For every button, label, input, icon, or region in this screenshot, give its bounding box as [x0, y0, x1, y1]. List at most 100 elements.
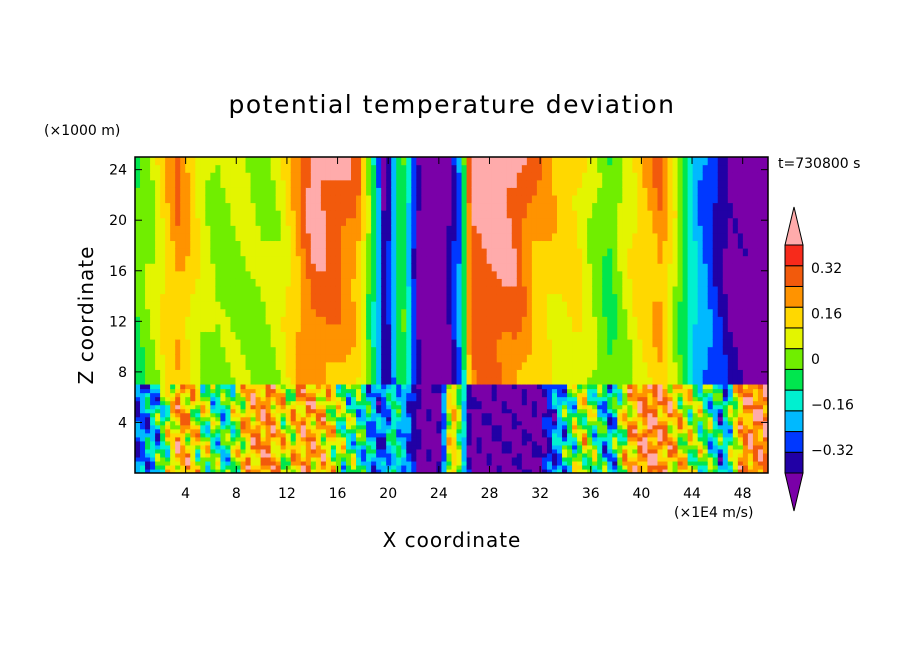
field-cell — [150, 361, 156, 370]
field-cell — [486, 412, 493, 418]
field-cell — [506, 468, 513, 473]
field-cell — [190, 464, 196, 470]
field-cell — [140, 217, 146, 226]
field-cell — [356, 240, 362, 249]
field-cell — [235, 232, 242, 242]
field-cell — [195, 255, 201, 264]
field-cell — [300, 240, 307, 249]
field-cell — [491, 388, 498, 394]
field-cell — [501, 210, 508, 219]
field-cell — [471, 255, 478, 264]
field-cell — [270, 400, 277, 406]
field-cell — [160, 285, 166, 295]
field-cell — [155, 164, 161, 173]
field-cell — [250, 210, 257, 219]
field-cell — [612, 444, 618, 450]
field-cell — [195, 392, 201, 398]
field-cell — [200, 392, 206, 398]
field-cell — [396, 354, 402, 363]
field-cell — [366, 331, 372, 340]
field-cell — [551, 278, 558, 287]
field-cell — [521, 323, 528, 333]
field-cell — [481, 354, 488, 363]
field-cell — [426, 444, 432, 450]
field-cell — [220, 400, 227, 406]
field-cell — [250, 420, 257, 426]
field-cell — [486, 194, 493, 204]
field-cell — [170, 440, 176, 446]
field-cell — [225, 157, 232, 166]
field-cell — [496, 232, 503, 242]
field-cell — [165, 346, 171, 355]
field-cell — [210, 369, 216, 378]
field-cell — [371, 404, 377, 410]
field-cell — [300, 388, 307, 394]
field-cell — [376, 468, 382, 473]
field-cell — [265, 408, 272, 414]
field-cell — [567, 225, 573, 234]
field-cell — [481, 225, 488, 234]
field-cell — [551, 468, 558, 473]
field-cell — [140, 448, 146, 454]
field-cell — [145, 420, 151, 426]
field-cell — [572, 416, 578, 422]
field-cell — [582, 157, 588, 166]
field-cell — [406, 448, 412, 454]
field-cell — [250, 444, 257, 450]
field-cell — [170, 339, 176, 348]
field-cell — [356, 408, 362, 414]
field-cell — [526, 179, 533, 188]
field-cell — [501, 436, 508, 442]
field-cell — [325, 448, 332, 454]
field-cell — [320, 416, 327, 422]
field-cell — [431, 424, 438, 430]
field-cell — [260, 392, 267, 398]
field-cell — [607, 468, 613, 473]
field-cell — [351, 448, 357, 454]
field-cell — [371, 164, 377, 173]
field-cell — [426, 412, 432, 418]
field-cell — [376, 456, 382, 462]
field-cell — [486, 361, 493, 370]
field-cell — [280, 339, 287, 348]
field-cell — [461, 388, 468, 394]
field-cell — [456, 255, 463, 264]
field-cell — [315, 210, 322, 219]
field-cell — [205, 217, 211, 226]
field-cell — [531, 232, 538, 242]
field-cell — [572, 388, 578, 394]
field-cell — [135, 404, 141, 410]
field-cell — [330, 369, 337, 378]
field-cell — [335, 210, 342, 219]
field-cell — [451, 424, 458, 430]
field-cell — [602, 346, 608, 355]
field-cell — [396, 384, 402, 390]
field-cell — [295, 432, 302, 438]
field-cell — [381, 396, 387, 402]
field-cell — [466, 452, 473, 458]
field-cell — [506, 400, 513, 406]
field-cell — [436, 339, 443, 348]
field-cell — [135, 278, 141, 287]
field-cell — [305, 432, 312, 438]
field-cell — [381, 194, 387, 204]
field-cell — [612, 164, 618, 173]
field-cell — [140, 339, 146, 348]
field-cell — [275, 384, 282, 390]
field-cell — [501, 278, 508, 287]
field-cell — [135, 440, 141, 446]
field-cell — [150, 408, 156, 414]
field-cell — [461, 452, 468, 458]
field-cell — [160, 179, 166, 188]
field-cell — [461, 339, 468, 348]
field-cell — [235, 408, 242, 414]
field-cell — [155, 428, 161, 434]
field-cell — [371, 179, 377, 188]
field-cell — [330, 339, 337, 348]
field-cell — [290, 278, 297, 287]
field-cell — [175, 346, 181, 355]
field-cell — [582, 232, 588, 242]
field-cell — [426, 323, 432, 333]
field-cell — [557, 468, 563, 473]
field-cell — [582, 187, 588, 196]
